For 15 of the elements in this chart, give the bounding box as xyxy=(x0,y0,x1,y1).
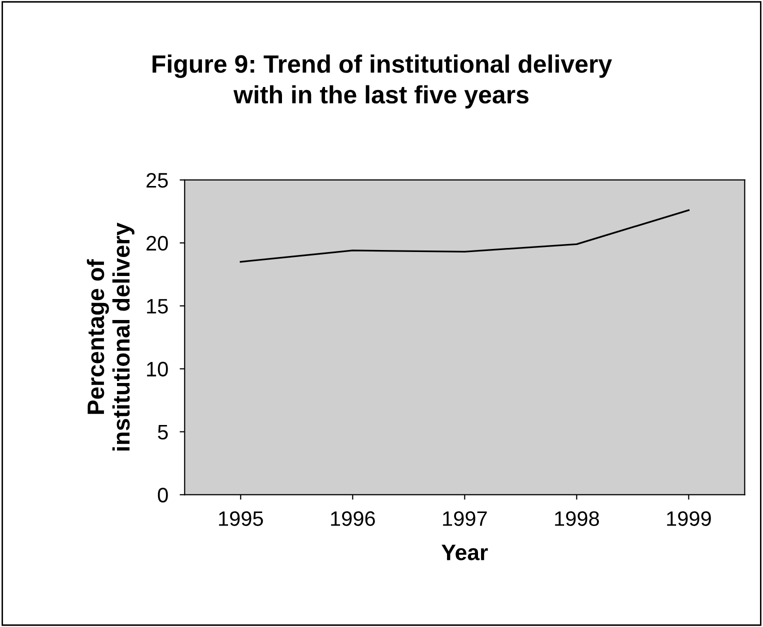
line-series xyxy=(240,209,690,263)
y-tick-label: 15 xyxy=(147,299,168,314)
x-tick-label: 1997 xyxy=(443,511,487,526)
y-axis-title: Percentage of institutional delivery xyxy=(86,222,134,450)
y-tick-label: 10 xyxy=(147,362,168,377)
x-tick-label: 1995 xyxy=(219,511,263,526)
y-tick-label: 25 xyxy=(146,172,168,188)
x-tick-label: 1996 xyxy=(331,511,375,526)
x-tick-label: 1998 xyxy=(555,511,599,526)
chart-title: Figure 9: Trend of institutional delivery with in the last five years xyxy=(152,54,612,108)
x-axis-title: Year xyxy=(442,544,488,560)
y-tick-label: 20 xyxy=(146,236,168,251)
y-tick-label: 5 xyxy=(158,424,168,440)
y-tick-label: 0 xyxy=(158,488,168,502)
x-tick-label: 1999 xyxy=(667,511,711,526)
